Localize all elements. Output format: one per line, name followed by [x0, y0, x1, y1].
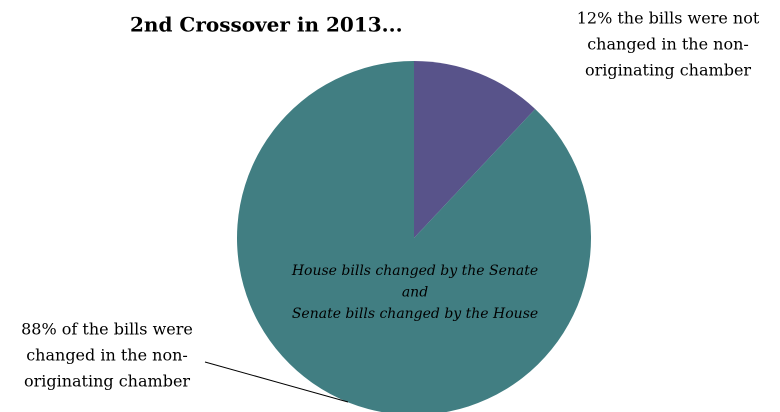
slice-label: 12% the bills were not [577, 9, 760, 28]
pie-slice [237, 61, 591, 412]
leader-line [204, 361, 349, 403]
slice-label: changed in the non- [26, 346, 188, 365]
annotation: House bills changed by the Senate [291, 263, 538, 279]
slice-label: originating chamber [24, 372, 190, 391]
pie-slice [414, 61, 536, 238]
slice-label: changed in the non- [587, 35, 749, 54]
slice-label: 88% of the bills were [21, 320, 193, 339]
annotation: and [402, 285, 428, 301]
slice-label: originating chamber [585, 61, 751, 80]
annotation: Senate bills changed by the House [292, 306, 538, 322]
chart-title: 2nd Crossover in 2013... [130, 13, 403, 37]
